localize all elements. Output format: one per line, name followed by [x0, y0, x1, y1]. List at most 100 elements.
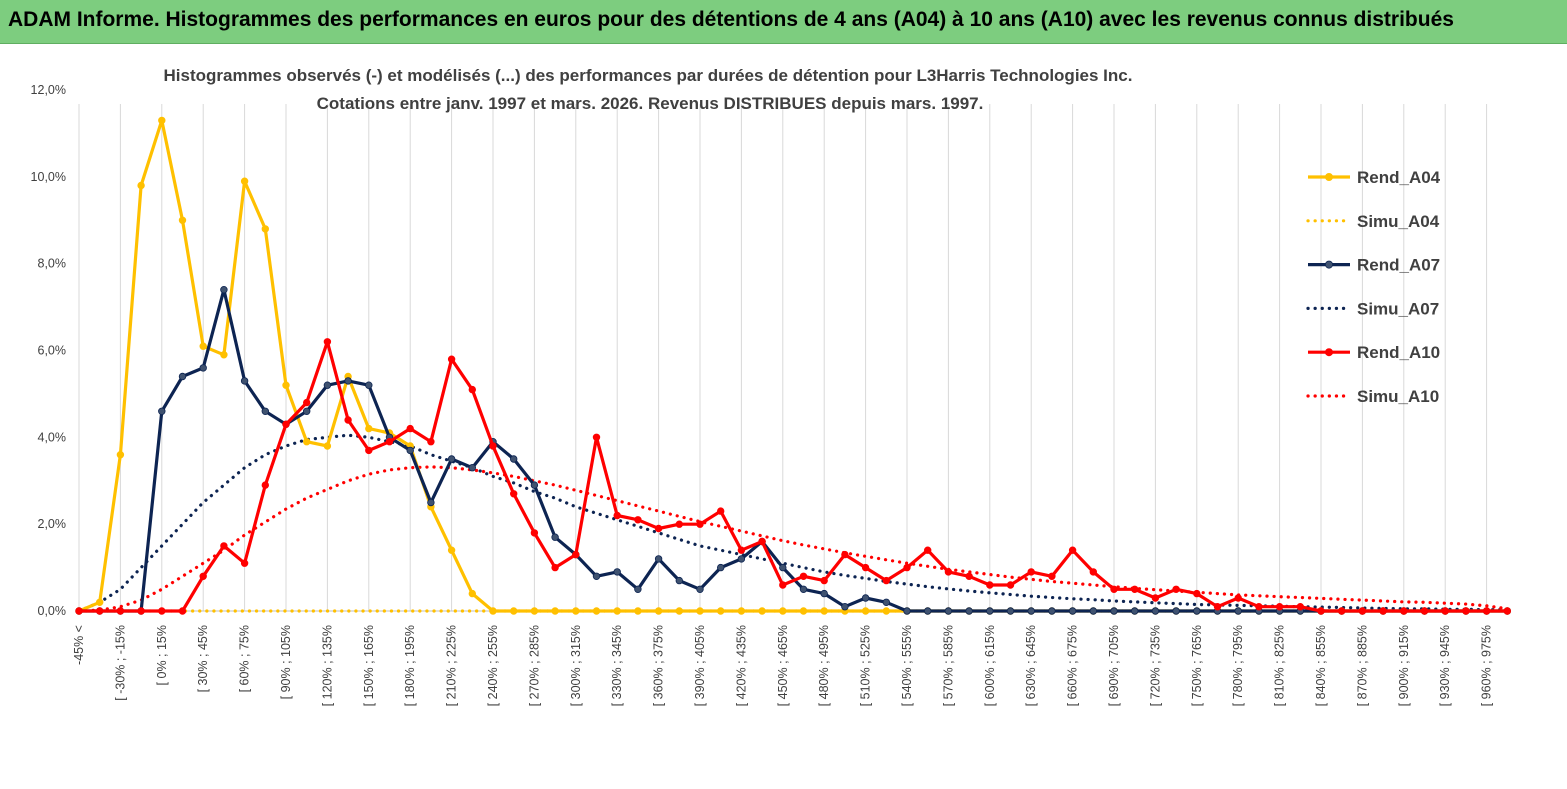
rend-a10-point	[510, 490, 518, 498]
rend-a07-point	[178, 372, 187, 381]
rend-a04-point	[116, 451, 125, 459]
rend-a07-point	[406, 446, 414, 455]
rend-a10-point	[1130, 585, 1139, 593]
rend-a10-line	[79, 340, 1508, 613]
rend-a04-point	[572, 607, 580, 615]
legend-marker	[1325, 260, 1334, 269]
rend-a10-point	[1296, 603, 1304, 611]
rend-a10-point	[1275, 603, 1284, 611]
x-tick-label: [ 0% ; 15%	[155, 625, 169, 685]
gridlines	[78, 104, 1508, 612]
x-tick-label: [ 720% ; 735%	[1148, 625, 1162, 706]
x-tick-label: [ 210% ; 225%	[445, 625, 459, 706]
rend-a04-point	[592, 607, 601, 615]
rend-a07-point	[1172, 607, 1180, 615]
rend-a10-point	[758, 537, 766, 546]
rend-a10-point	[75, 607, 83, 615]
legend-marker	[1325, 172, 1334, 181]
rend-a04-point	[758, 607, 766, 615]
rend-a07-point	[820, 589, 828, 598]
legend-label: Simu_A10	[1357, 387, 1439, 406]
rend-a04-point	[447, 546, 456, 554]
rend-a10-point	[1482, 607, 1491, 615]
y-tick-label: 4,0%	[38, 430, 67, 444]
rend-a07-point	[1193, 607, 1201, 615]
rend-a07-point	[882, 598, 890, 606]
rend-a04-point	[696, 607, 704, 615]
simu-a10-line	[77, 465, 1509, 613]
rend-a07-point	[1048, 607, 1056, 615]
rend-a10-point	[696, 520, 704, 528]
x-axis-ticks: -45% < [ -30% ; -15% [ 0% ; 15% [ 30% ; 45%…	[72, 625, 1494, 706]
rend-a10-point	[1255, 603, 1263, 611]
y-tick-label: 10,0%	[31, 170, 66, 184]
rend-a10-point	[592, 433, 601, 441]
x-tick-label: [ 900% ; 915%	[1397, 625, 1411, 706]
rend-a10-point	[447, 355, 456, 363]
rend-a04-point	[510, 607, 518, 615]
rend-a10-point	[530, 529, 539, 537]
rend-a07-point	[447, 455, 456, 463]
x-tick-label: [ 780% ; 795%	[1231, 625, 1245, 706]
rend-a04-point	[199, 342, 207, 350]
x-tick-label: [ 690% ; 705%	[1107, 625, 1121, 706]
rend-a07-point	[592, 572, 601, 580]
legend-item-rend-a10: Rend_A10	[1308, 343, 1440, 362]
x-tick-label: [ 540% ; 555%	[900, 625, 914, 706]
rend-a10-point	[1151, 594, 1160, 602]
rend-a04-point	[158, 116, 166, 125]
rend-a07-point	[240, 377, 249, 385]
rend-a10-point	[95, 607, 104, 615]
rend-a07-point	[675, 576, 683, 585]
rend-a04-point	[323, 442, 332, 450]
rend-a10-point	[1213, 603, 1222, 611]
rend-a07-point	[861, 594, 870, 602]
rend-a10-point	[178, 607, 187, 615]
rend-a10-point	[924, 546, 932, 554]
rend-a07-point	[717, 563, 725, 572]
rend-a07-point	[323, 381, 332, 389]
rend-a10-point	[1503, 607, 1511, 615]
rend-a07-point	[613, 568, 621, 576]
x-tick-label: [ 90% ; 105%	[279, 625, 293, 699]
y-axis-ticks: 0,0% 2,0% 4,0% 6,0% 8,0% 10,0% 12,0%	[31, 83, 66, 618]
x-tick-label: [ 360% ; 375%	[652, 625, 666, 706]
rend-a07-point	[1027, 607, 1035, 615]
rend-a10-point	[654, 524, 663, 533]
x-tick-label: [ 420% ; 435%	[734, 625, 748, 706]
rend-a04-point	[137, 181, 145, 190]
rend-a10-point	[1441, 607, 1449, 615]
rend-a07-point	[1130, 607, 1139, 615]
rend-a07-point	[986, 607, 994, 615]
rend-a07-point	[1234, 607, 1242, 615]
rend-a04-point	[261, 225, 269, 233]
rend-a10-point	[261, 481, 269, 489]
rend-a07-point	[779, 563, 787, 572]
rend-a10-point	[220, 542, 228, 550]
rend-a04-point	[303, 438, 311, 446]
rend-a10-point	[1048, 572, 1056, 580]
chart-legend: Rend_A04 Simu_A04 Rend_A07 Simu_A07 Rend_A10…	[1306, 168, 1441, 406]
rend-a04-point	[820, 607, 828, 615]
rend-a07-point	[220, 285, 228, 294]
rend-a10-point	[1110, 585, 1118, 593]
rend-a10-point	[675, 520, 683, 528]
rend-a10-point	[385, 438, 394, 446]
rend-a04-point	[365, 424, 373, 433]
rend-a07-point	[634, 585, 642, 593]
simu-a07-line	[77, 433, 1509, 613]
rend-a04-point	[282, 381, 290, 389]
rend-a10-point	[903, 563, 911, 572]
rend-a10-point	[737, 546, 746, 554]
rend-a07-point	[965, 607, 973, 615]
x-tick-label: [ 180% ; 195%	[403, 625, 417, 706]
y-tick-label: 6,0%	[38, 344, 67, 358]
rend-a04-point	[530, 607, 539, 615]
rend-a07-point	[158, 407, 166, 415]
x-tick-label: [ 750% ; 765%	[1190, 625, 1204, 706]
rend-a10-point	[137, 607, 145, 615]
x-tick-label: [ 810% ; 825%	[1273, 625, 1287, 706]
rend-a04-point	[634, 607, 642, 615]
rend-a07-point	[1089, 607, 1097, 615]
rend-a10-point	[240, 559, 249, 567]
